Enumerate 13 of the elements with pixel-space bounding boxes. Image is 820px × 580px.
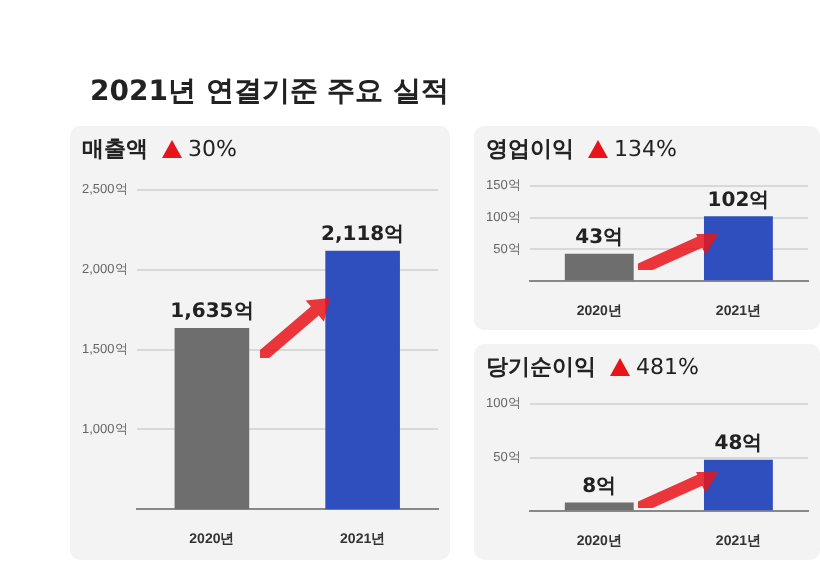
text: 134%	[614, 136, 677, 162]
data-label: 1,635억	[170, 301, 254, 324]
data-label: 8억	[582, 475, 617, 498]
data-label: 48억	[714, 432, 763, 455]
chart-subtitle: 당기순이익	[486, 352, 596, 382]
chart-title: 2021년 연결기준 주요 실적	[90, 74, 450, 110]
data-label: 102억	[707, 189, 770, 212]
text: 481%	[636, 354, 699, 380]
data-label: 43억	[575, 227, 624, 250]
data-label: 2,118억	[320, 223, 405, 246]
chart-subtitle: 매출액	[82, 134, 148, 164]
text: 30%	[188, 136, 237, 162]
chart-subtitle: 영업이익	[486, 134, 574, 164]
